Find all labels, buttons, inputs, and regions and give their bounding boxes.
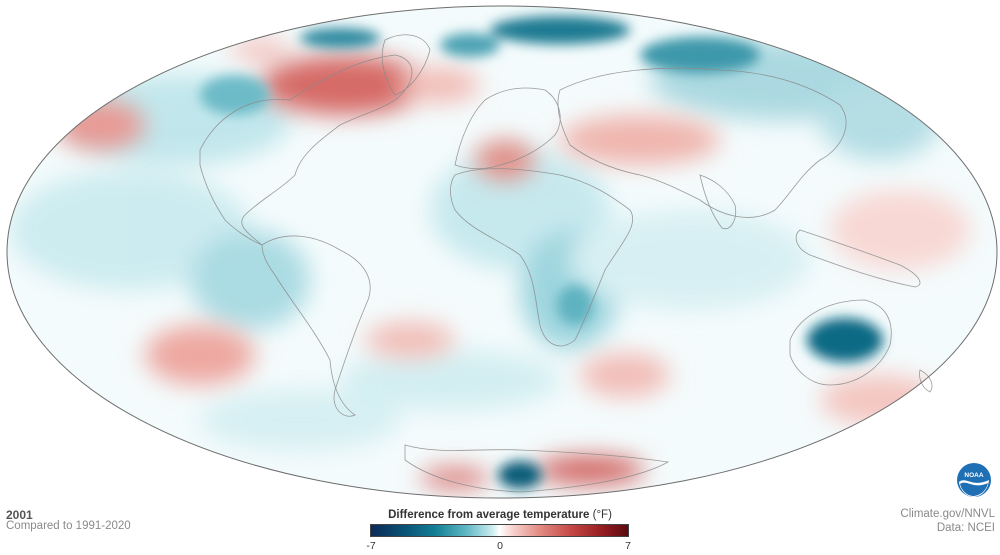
credit-data: Data: NCEI (936, 522, 995, 534)
legend-title-text: Difference from average temperature (388, 509, 590, 521)
map-year-label: 2001 (6, 508, 33, 522)
world-temperature-map (6, 5, 998, 499)
noaa-logo-icon: NOAA (956, 462, 992, 498)
globe-outline (6, 5, 998, 499)
anomaly-map-svg (6, 5, 998, 499)
legend-min-label: -7 (366, 540, 376, 552)
baseline-period-label: Compared to 1991-2020 (6, 520, 131, 532)
legend-mid-label: 0 (497, 540, 503, 552)
legend-unit: (°F) (592, 509, 612, 521)
noaa-logo-text: NOAA (964, 472, 983, 479)
credits-block: Climate.gov/NNVL Data: NCEI (900, 507, 995, 535)
legend-color-ramp (370, 524, 629, 537)
coastlines (199, 34, 933, 493)
credit-source: Climate.gov/NNVL (900, 508, 995, 520)
anomaly-field (7, 6, 997, 498)
legend-max-label: 7 (625, 540, 631, 552)
legend-title: Difference from average temperature (°F) (370, 509, 630, 521)
